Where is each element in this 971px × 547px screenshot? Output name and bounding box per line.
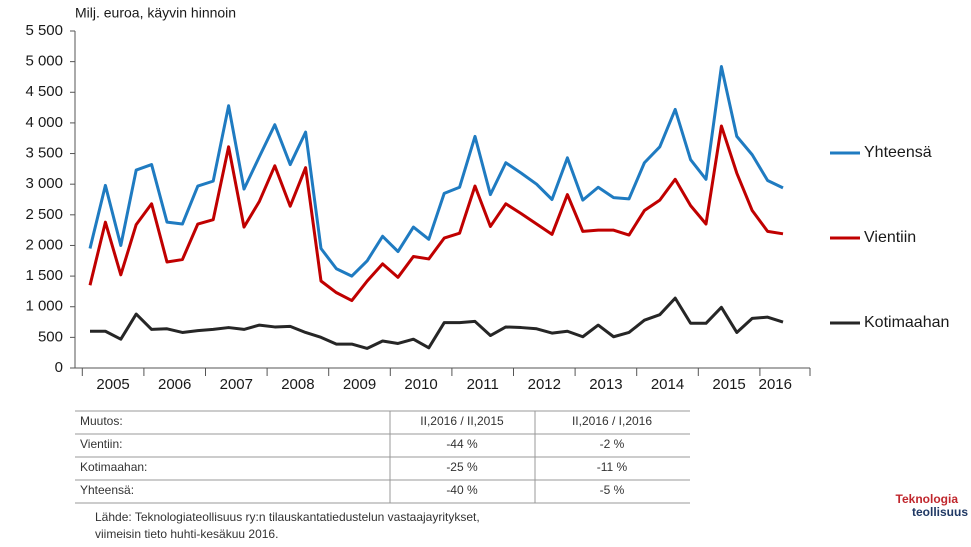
series-line — [88, 124, 784, 303]
x-tick-label: 2014 — [651, 376, 684, 393]
series-line — [90, 296, 784, 350]
source: Lähde: Teknologiateollisuus ry:n tilausk… — [95, 510, 480, 524]
x-tick-label: 2016 — [759, 376, 792, 393]
y-tick-label: 1 000 — [25, 298, 63, 315]
table-cell: -5 % — [600, 483, 625, 497]
y-tick-label: 0 — [55, 359, 63, 376]
table-cell: -11 % — [597, 460, 628, 474]
y-tick-label: 3 000 — [25, 175, 63, 192]
x-tick-label: 2005 — [96, 376, 129, 393]
x-tick-label: 2011 — [467, 376, 499, 393]
legend-label: Vientiin — [864, 229, 916, 246]
table-cell: -40 % — [446, 483, 478, 497]
table-cell: Yhteensä: — [80, 483, 134, 497]
table — [75, 410, 690, 504]
y-tick-label: 500 — [38, 328, 63, 345]
y-tick-label: 4 000 — [25, 114, 63, 131]
x-tick-label: 2009 — [343, 376, 376, 393]
axis-title: Milj. euroa, käyvin hinnoin — [75, 5, 236, 21]
y-tick-label: 3 500 — [25, 145, 63, 162]
table-cell: Kotimaahan: — [80, 460, 147, 474]
source: viimeisin tieto huhti-kesäkuu 2016. — [95, 527, 278, 541]
x-tick-label: 2006 — [158, 376, 191, 393]
y-tick-label: 5 500 — [25, 22, 63, 39]
y-tick-label: 2 000 — [25, 236, 63, 253]
x-tick-label: 2008 — [281, 376, 314, 393]
table-header: Muutos: — [80, 414, 123, 428]
x-tick-label: 2007 — [220, 376, 253, 393]
table-cell: -2 % — [600, 437, 625, 451]
y-tick-label: 1 500 — [25, 267, 63, 284]
table-header: II,2016 / I,2016 — [572, 414, 652, 428]
x-tick-label: 2015 — [712, 376, 745, 393]
x-tick-label: 2012 — [528, 376, 561, 393]
series-line — [88, 65, 784, 278]
y-tick-label: 2 500 — [25, 206, 63, 223]
table-cell: -25 % — [446, 460, 478, 474]
table-cell: Vientiin: — [80, 437, 122, 451]
y-tick-label: 5 000 — [25, 53, 63, 70]
x-tick-label: 2010 — [404, 376, 437, 393]
table-cell: -44 % — [446, 437, 478, 451]
legend-label: Yhteensä — [864, 144, 932, 161]
x-tick-label: 2013 — [589, 376, 622, 393]
table-header: II,2016 / II,2015 — [420, 414, 504, 428]
y-tick-label: 4 500 — [25, 83, 63, 100]
logo: teollisuus — [912, 505, 968, 519]
legend-label: Kotimaahan — [864, 314, 949, 331]
logo: Teknologia — [896, 492, 959, 506]
